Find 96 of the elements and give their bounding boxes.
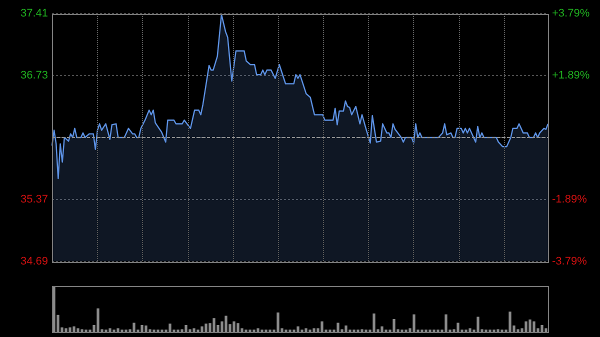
bar xyxy=(304,328,308,332)
bar xyxy=(104,330,108,332)
bar xyxy=(296,326,300,332)
bar xyxy=(224,316,228,332)
bar xyxy=(352,330,356,332)
bar xyxy=(384,330,388,332)
bar xyxy=(192,328,196,332)
bar xyxy=(484,330,488,332)
bar xyxy=(236,323,240,332)
bar xyxy=(468,328,472,332)
bar xyxy=(424,330,428,332)
bar xyxy=(140,325,144,332)
bar xyxy=(524,321,528,332)
bar xyxy=(188,329,192,332)
bar xyxy=(360,329,364,332)
bar xyxy=(112,330,116,332)
bar xyxy=(464,330,468,332)
bar xyxy=(516,329,520,332)
y-tick-label: 37.41 xyxy=(20,8,48,20)
bar xyxy=(444,314,448,332)
bar xyxy=(196,330,200,332)
bar xyxy=(156,330,160,332)
bar xyxy=(116,328,120,332)
bar xyxy=(276,312,280,332)
bar xyxy=(456,322,460,332)
bar xyxy=(292,330,296,332)
bar xyxy=(260,330,264,332)
bar xyxy=(252,330,256,332)
bar xyxy=(404,330,408,332)
y2-tick-label: -3.79% xyxy=(552,255,588,268)
bar xyxy=(64,328,68,332)
bar xyxy=(144,325,148,332)
bar xyxy=(120,330,124,332)
bar xyxy=(248,330,252,332)
y2-tick-label: +1.89% xyxy=(552,70,590,82)
bar xyxy=(96,308,100,332)
bar xyxy=(364,330,368,332)
y2-tick-label: +3.79% xyxy=(552,8,590,20)
bar xyxy=(532,321,536,332)
bar xyxy=(68,327,72,332)
y-tick-label: 36.73 xyxy=(20,70,48,82)
bar xyxy=(436,330,440,332)
bar xyxy=(496,329,500,332)
bar xyxy=(256,328,260,332)
bar xyxy=(184,325,188,332)
bar xyxy=(108,328,112,332)
bar xyxy=(232,321,236,332)
bar xyxy=(312,328,316,332)
bar xyxy=(488,330,492,332)
bar xyxy=(540,325,544,332)
bar xyxy=(508,312,512,332)
bar xyxy=(392,319,396,332)
bar xyxy=(420,330,424,332)
bar xyxy=(500,330,504,332)
bar xyxy=(336,322,340,332)
bar xyxy=(328,330,332,332)
bar xyxy=(176,330,180,332)
bar xyxy=(356,330,360,332)
y-tick-label: 35.37 xyxy=(20,193,48,206)
bar xyxy=(72,326,76,332)
bar xyxy=(212,318,216,332)
bar xyxy=(528,319,532,332)
bar xyxy=(380,326,384,332)
bar xyxy=(204,324,208,332)
bar xyxy=(348,330,352,332)
bar xyxy=(264,330,268,332)
bar xyxy=(52,286,56,332)
bar xyxy=(288,330,292,332)
y2-tick-label: -1.89% xyxy=(552,193,588,206)
bar xyxy=(168,324,172,332)
bar xyxy=(284,330,288,332)
bar xyxy=(84,330,88,332)
bar xyxy=(76,328,80,332)
bar xyxy=(492,330,496,332)
bar xyxy=(148,329,152,332)
bar xyxy=(80,329,84,332)
bar xyxy=(160,330,164,332)
bar xyxy=(132,322,136,332)
bar xyxy=(400,330,404,332)
bar xyxy=(300,330,304,332)
bar xyxy=(124,330,128,332)
bar xyxy=(432,330,436,332)
bar xyxy=(200,326,204,332)
bar xyxy=(544,328,548,332)
bar xyxy=(180,329,184,332)
bar xyxy=(244,330,248,332)
y-tick-label: 34.69 xyxy=(20,255,48,268)
bar xyxy=(344,325,348,332)
bar xyxy=(308,330,312,332)
bar xyxy=(320,321,324,332)
bar xyxy=(152,330,156,332)
bar xyxy=(476,316,480,332)
bar xyxy=(428,330,432,332)
bar xyxy=(268,330,272,332)
bar xyxy=(372,313,376,332)
bar xyxy=(412,314,416,332)
